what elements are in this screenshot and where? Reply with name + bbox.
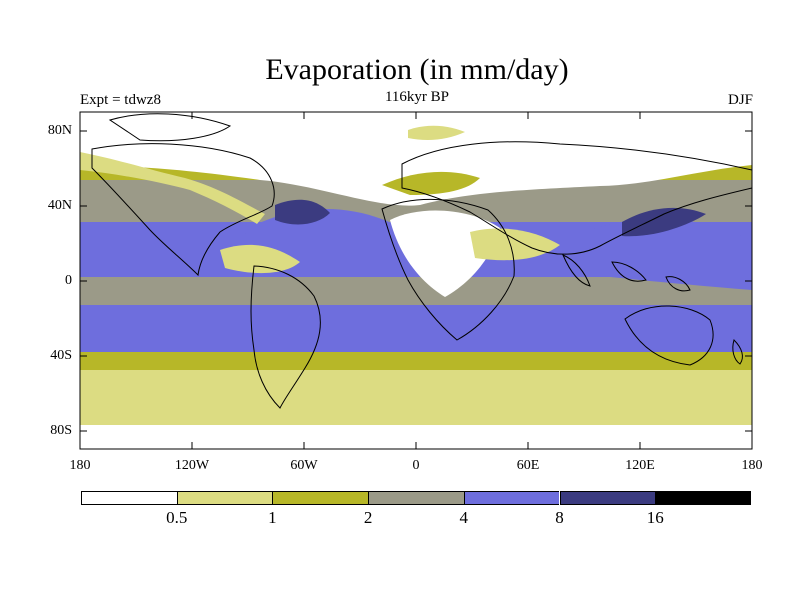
colorbar-swatch-lt-0-5 bbox=[81, 491, 177, 505]
colorbar-swatch-8-16 bbox=[559, 491, 656, 505]
colorbar-label-4: 4 bbox=[459, 508, 469, 527]
lat-label-equator: 0 bbox=[65, 273, 72, 288]
axis-ticks bbox=[79, 112, 753, 449]
southern-olive-band bbox=[80, 352, 752, 372]
lon-label-60e: 60E bbox=[516, 458, 540, 473]
lon-label-120w: 120W bbox=[174, 458, 210, 473]
colorbar-swatch-0-5-1 bbox=[176, 491, 273, 505]
north-america-outline bbox=[91, 143, 275, 277]
new-zealand-outline bbox=[732, 339, 743, 365]
colorbar-label-8: 8 bbox=[555, 508, 564, 527]
colorbar-swatch-2-4 bbox=[368, 491, 464, 505]
southern-light-yellow-band bbox=[80, 370, 752, 425]
colorbar-swatch-1-2 bbox=[272, 491, 369, 505]
southeast-asia-outline bbox=[611, 261, 647, 282]
lat-label-40n: 40N bbox=[47, 198, 72, 213]
africa-outline bbox=[381, 198, 515, 341]
northern-light-yellow-band bbox=[80, 152, 265, 224]
maritime-continent-outline bbox=[665, 276, 691, 292]
central-america-yellow bbox=[220, 244, 300, 274]
northern-white-cap bbox=[80, 112, 752, 206]
colorbar-label-0-5: 0.5 bbox=[166, 508, 188, 527]
colorbar-swatch-4-8 bbox=[463, 491, 560, 505]
colorbar-label-1: 1 bbox=[268, 508, 277, 527]
eurasia-outline bbox=[401, 141, 752, 255]
gulf-stream-darkblue bbox=[275, 199, 330, 225]
lat-label-80s: 80S bbox=[50, 423, 72, 438]
colorbar-label-2: 2 bbox=[363, 508, 373, 527]
colorbar-label-16: 16 bbox=[646, 508, 664, 527]
india-outline bbox=[562, 254, 591, 287]
period-label: 116kyr BP bbox=[384, 89, 450, 105]
lon-label-60w: 60W bbox=[290, 458, 318, 473]
kuroshio-darkblue bbox=[622, 207, 706, 237]
lat-label-80n: 80N bbox=[47, 123, 72, 138]
lon-label-180-left: 180 bbox=[69, 458, 91, 473]
lat-label-40s: 40S bbox=[50, 348, 72, 363]
southern-blue-band bbox=[80, 305, 752, 352]
pacific-blue-zone bbox=[590, 218, 752, 290]
colorbar-swatch-gt-16 bbox=[655, 491, 751, 505]
lon-label-0: 0 bbox=[412, 458, 420, 473]
south-america-outline bbox=[250, 265, 321, 409]
arctic-yellow bbox=[408, 125, 465, 140]
season-label: DJF bbox=[727, 92, 753, 108]
lon-label-180-right: 180 bbox=[741, 458, 763, 473]
map-title: Evaporation (in mm/day) bbox=[265, 53, 569, 86]
arabia-yellow bbox=[470, 228, 560, 261]
arctic-islands-outline bbox=[108, 113, 232, 142]
australia-outline bbox=[624, 305, 714, 366]
evaporation-field bbox=[80, 112, 752, 449]
experiment-label: Expt = tdwz8 bbox=[80, 92, 161, 108]
lon-label-120e: 120E bbox=[625, 458, 655, 473]
